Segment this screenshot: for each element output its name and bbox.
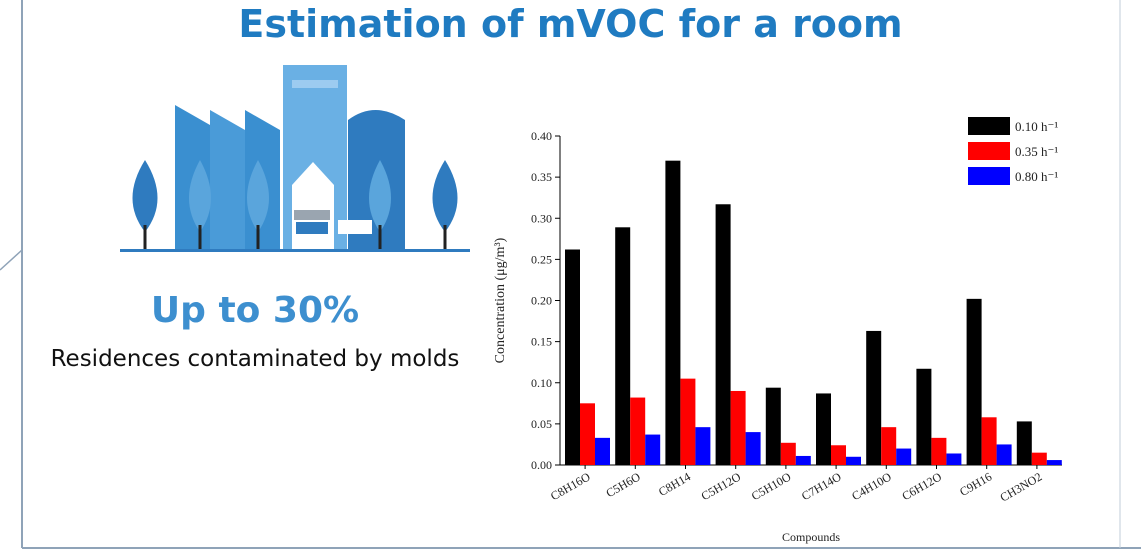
x-tick-label: C7H14O	[799, 469, 844, 503]
x-axis-label: Compounds	[782, 530, 840, 544]
bar	[595, 438, 610, 465]
y-tick-label: 0.20	[531, 294, 552, 308]
y-tick-label: 0.30	[531, 211, 552, 225]
x-tick-label: C9H16	[957, 469, 994, 498]
x-tick-label: C4H10O	[849, 469, 894, 503]
bar	[1047, 460, 1062, 465]
bar	[931, 438, 946, 465]
caption: Residences contaminated by molds	[0, 346, 510, 372]
bar	[831, 445, 846, 465]
bar	[982, 417, 997, 465]
bar	[615, 227, 630, 465]
y-tick-label: 0.40	[531, 129, 552, 143]
bar	[766, 388, 781, 465]
bar	[796, 456, 811, 465]
x-tick-label: C8H16O	[548, 469, 593, 503]
y-tick-label: 0.05	[531, 417, 552, 431]
bar	[1017, 421, 1032, 465]
bar	[680, 379, 695, 465]
x-tick-label: CH3NO2	[998, 469, 1045, 504]
y-tick-label: 0.35	[531, 170, 552, 184]
bar	[1032, 453, 1047, 465]
bar	[946, 453, 961, 465]
x-tick-label: C8H14	[656, 469, 693, 498]
legend-label: 0.35 h⁻¹	[1015, 144, 1058, 159]
highlight: Up to 30%	[100, 290, 410, 331]
chart: 0.00 0.05 0.10 0.15 0.20 0.25 0.30 0.35 0.40 C8H1…	[480, 0, 1080, 556]
legend-swatch	[968, 142, 1010, 160]
bar	[896, 449, 911, 465]
city-illustration	[120, 65, 470, 252]
bar	[866, 331, 881, 465]
bar	[580, 403, 595, 465]
bar	[645, 435, 660, 465]
y-axis-label: Concentration (μg/m³)	[493, 237, 508, 363]
bar	[630, 398, 645, 465]
x-tick-label: C6H12O	[899, 469, 944, 503]
x-tick-label: C5H10O	[749, 469, 794, 503]
y-tick-label: 0.25	[531, 252, 552, 266]
bar	[695, 427, 710, 465]
bar	[665, 161, 680, 465]
y-tick-label: 0.00	[531, 458, 552, 472]
slide: Estimation of mVOC for a room Up to 30% …	[0, 0, 1141, 556]
bar	[916, 369, 931, 465]
legend-swatch	[968, 117, 1010, 135]
y-tick-label: 0.10	[531, 376, 552, 390]
bar	[731, 391, 746, 465]
bar	[967, 299, 982, 465]
x-tick-label: C5H6O	[603, 469, 643, 500]
x-tick-label: C5H12O	[699, 469, 744, 503]
legend-label: 0.10 h⁻¹	[1015, 119, 1058, 134]
bar	[997, 444, 1012, 465]
y-tick-label: 0.15	[531, 335, 552, 349]
bar	[846, 457, 861, 465]
legend-swatch	[968, 167, 1010, 185]
bar	[881, 427, 896, 465]
bar	[716, 204, 731, 465]
bar	[746, 432, 761, 465]
bar	[816, 393, 831, 465]
bar	[565, 250, 580, 465]
legend-label: 0.80 h⁻¹	[1015, 169, 1058, 184]
bar	[781, 443, 796, 465]
